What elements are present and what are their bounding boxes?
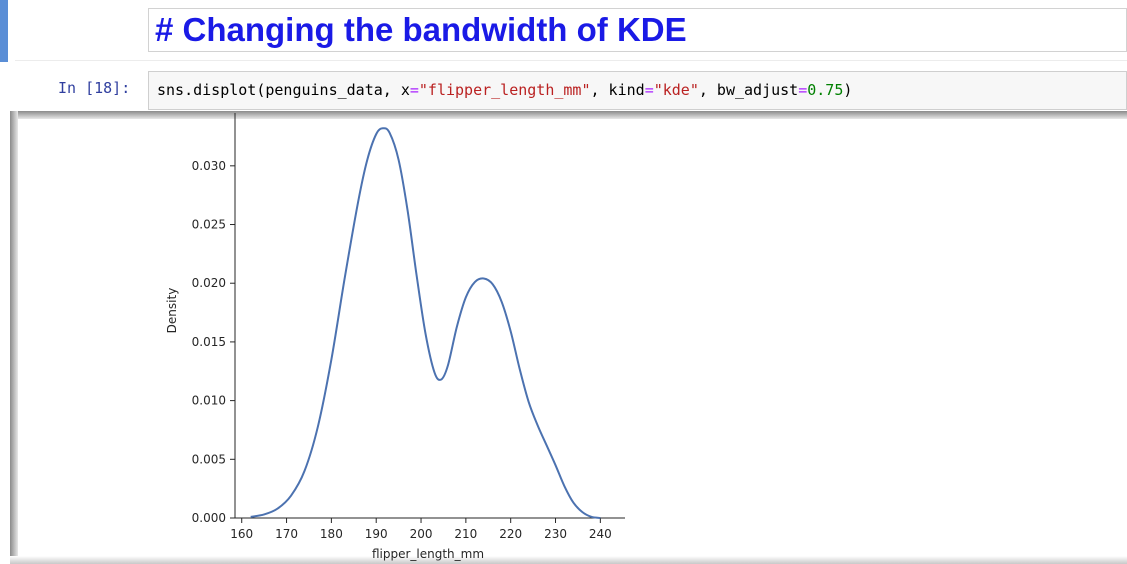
code-token: = — [798, 81, 808, 99]
output-left-shadow — [10, 111, 18, 564]
code-token: ) — [843, 81, 853, 99]
x-tick-label: 170 — [275, 527, 298, 541]
code-text: sns.displot(penguins_data, x="flipper_le… — [157, 81, 852, 99]
code-token: 0.75 — [807, 81, 844, 99]
y-axis-label: Density — [165, 288, 179, 334]
x-tick-label: 190 — [365, 527, 388, 541]
x-tick-label: 240 — [589, 527, 612, 541]
x-tick-label: 200 — [410, 527, 433, 541]
x-tick-label: 210 — [454, 527, 477, 541]
x-tick-label: 230 — [544, 527, 567, 541]
code-token: "flipper_length_mm" — [418, 81, 591, 99]
output-bottom-edge — [10, 556, 1127, 564]
code-token: , kind — [590, 81, 645, 99]
markdown-cell[interactable]: # Changing the bandwidth of KDE — [0, 0, 1127, 62]
cell-selection-bar — [0, 0, 8, 62]
code-token: sns.displot(penguins_data, x — [157, 81, 410, 99]
x-axis-label: flipper_length_mm — [372, 547, 484, 561]
y-tick-label: 0.030 — [192, 159, 226, 173]
markdown-heading: # Changing the bandwidth of KDE — [155, 11, 687, 48]
markdown-editor[interactable]: # Changing the bandwidth of KDE — [148, 8, 1127, 52]
y-tick-label: 0.000 — [192, 511, 226, 525]
y-tick-label: 0.020 — [192, 276, 226, 290]
code-token: "kde" — [653, 81, 699, 99]
y-tick-label: 0.005 — [192, 452, 226, 466]
code-editor[interactable]: sns.displot(penguins_data, x="flipper_le… — [148, 71, 1127, 110]
plot-canvas — [18, 119, 626, 556]
x-tick-label: 180 — [320, 527, 343, 541]
x-tick-label: 220 — [499, 527, 522, 541]
input-prompt: In [18]: — [58, 79, 131, 97]
y-tick-label: 0.010 — [192, 394, 226, 408]
code-token: , bw_adjust — [698, 81, 799, 99]
code-token: = — [409, 81, 419, 99]
kde-density-line — [250, 127, 601, 519]
code-token: = — [644, 81, 654, 99]
y-tick-label: 0.025 — [192, 218, 226, 232]
y-tick-label: 0.015 — [192, 335, 226, 349]
x-tick-label: 160 — [230, 527, 253, 541]
output-top-shadow — [10, 111, 1127, 119]
